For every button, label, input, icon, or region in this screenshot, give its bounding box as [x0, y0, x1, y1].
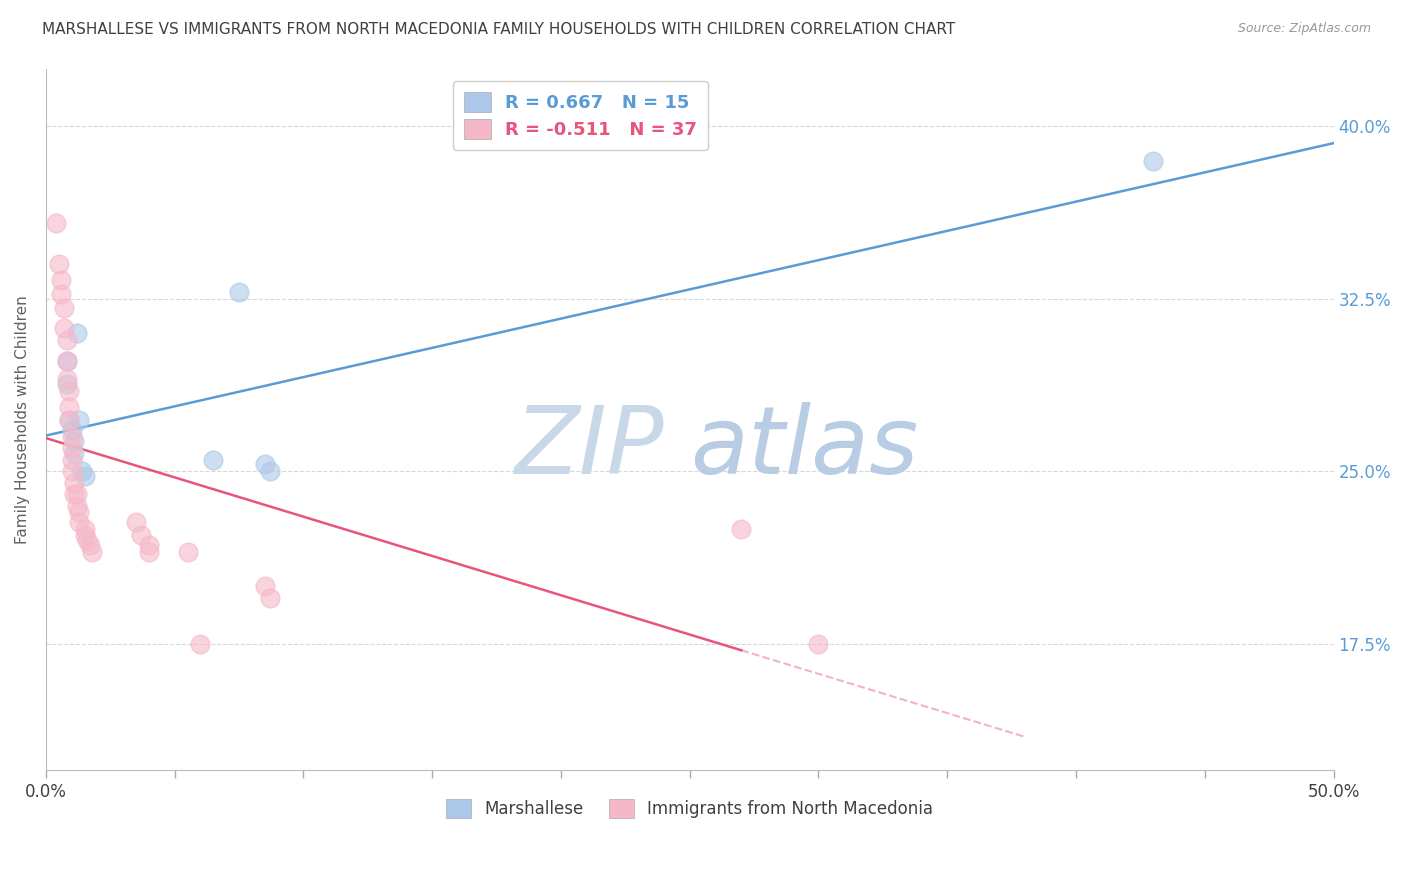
Point: [60, 452, 83, 467]
Point: [69, 515, 91, 529]
Point: [48, 257, 70, 271]
Point: [253, 457, 276, 471]
Point: [60, 464, 83, 478]
Point: [55, 376, 77, 391]
Point: [55, 353, 77, 368]
Text: atlas: atlas: [690, 401, 918, 492]
Point: [125, 515, 148, 529]
Text: MARSHALLESE VS IMMIGRANTS FROM NORTH MACEDONIA FAMILY HOUSEHOLDS WITH CHILDREN C: MARSHALLESE VS IMMIGRANTS FROM NORTH MAC…: [42, 22, 956, 37]
Text: ZIP: ZIP: [515, 401, 664, 492]
Point: [79, 538, 101, 552]
Point: [1142, 153, 1164, 168]
Point: [58, 413, 80, 427]
Point: [53, 321, 76, 335]
Point: [807, 636, 830, 650]
Point: [55, 372, 77, 386]
Point: [69, 505, 91, 519]
Point: [259, 464, 281, 478]
Y-axis label: Family Households with Children: Family Households with Children: [15, 295, 30, 543]
Point: [66, 326, 89, 340]
Point: [259, 591, 281, 605]
Point: [58, 384, 80, 398]
Point: [73, 521, 96, 535]
Point: [55, 353, 77, 368]
Point: [45, 216, 67, 230]
Point: [138, 544, 160, 558]
Point: [176, 544, 198, 558]
Point: [70, 464, 93, 478]
Point: [73, 528, 96, 542]
Point: [202, 452, 225, 467]
Point: [63, 487, 86, 501]
Point: [53, 301, 76, 315]
Point: [60, 429, 83, 443]
Point: [66, 487, 89, 501]
Point: [58, 413, 80, 427]
Point: [138, 538, 160, 552]
Point: [58, 400, 80, 414]
Point: [55, 333, 77, 347]
Point: [51, 273, 73, 287]
Point: [129, 528, 152, 542]
Point: [253, 579, 276, 593]
Point: [63, 434, 86, 449]
Point: [51, 286, 73, 301]
Point: [63, 475, 86, 490]
Point: [69, 413, 91, 427]
Point: [228, 285, 250, 299]
Point: [60, 423, 83, 437]
Text: Source: ZipAtlas.com: Source: ZipAtlas.com: [1237, 22, 1371, 36]
Legend: Marshallese, Immigrants from North Macedonia: Marshallese, Immigrants from North Maced…: [440, 793, 939, 825]
Point: [66, 499, 89, 513]
Point: [82, 544, 104, 558]
Point: [730, 521, 752, 535]
Point: [73, 468, 96, 483]
Point: [76, 533, 98, 547]
Point: [60, 441, 83, 455]
Point: [63, 445, 86, 459]
Point: [190, 636, 212, 650]
